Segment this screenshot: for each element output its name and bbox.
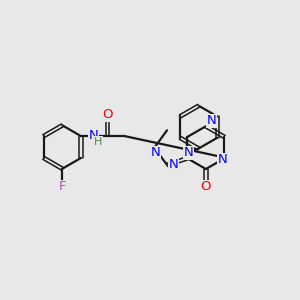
Text: F: F	[58, 180, 66, 193]
Text: H: H	[94, 136, 103, 146]
Text: N: N	[218, 153, 227, 166]
Text: N: N	[206, 114, 216, 128]
Text: N: N	[151, 146, 161, 160]
Text: N: N	[183, 146, 193, 160]
Text: O: O	[103, 108, 113, 121]
Text: N: N	[89, 129, 99, 142]
Text: N: N	[169, 158, 178, 171]
Text: O: O	[201, 180, 211, 193]
